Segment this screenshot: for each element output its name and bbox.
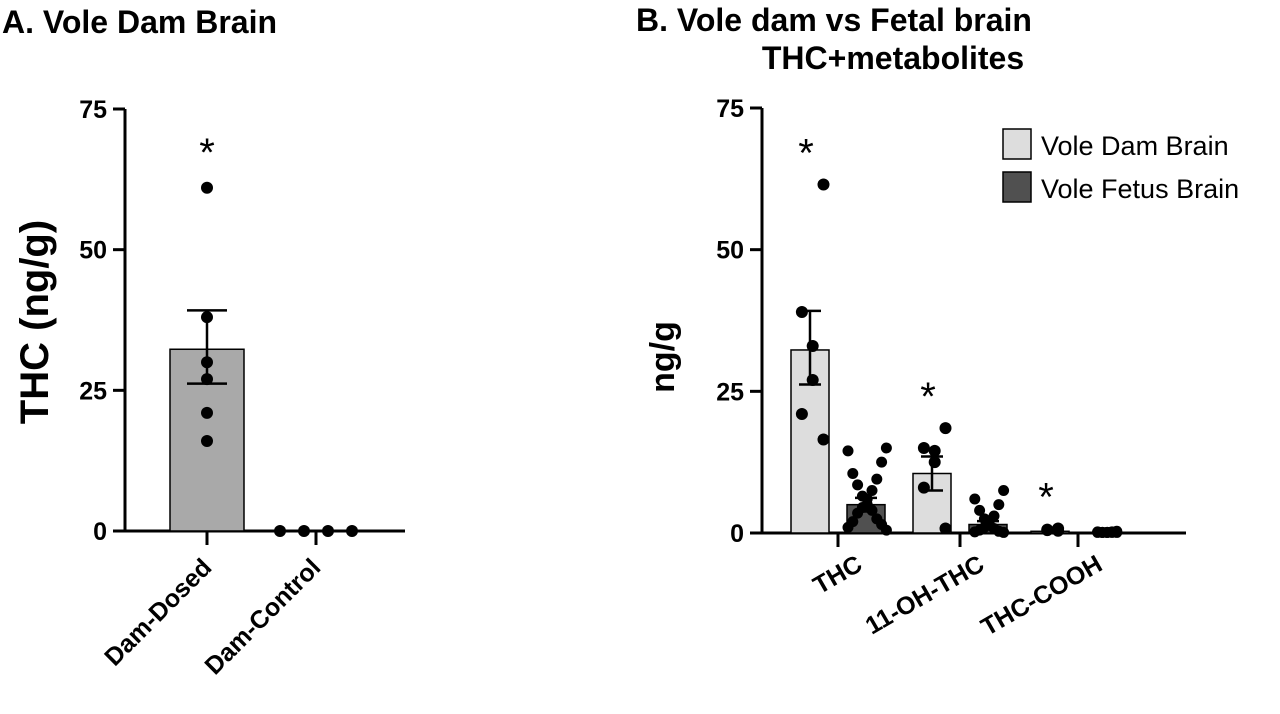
panel-a-title: A. Vole Dam Brain bbox=[2, 4, 277, 40]
panel-b-data-point bbox=[917, 481, 930, 494]
panel-a-data-point bbox=[201, 434, 213, 447]
panel-b-data-point bbox=[871, 473, 883, 485]
panel-b-data-point bbox=[795, 408, 808, 420]
panel-b-data-point bbox=[969, 526, 981, 538]
panel-a-data-point bbox=[201, 373, 213, 386]
panel-b-data-point bbox=[847, 468, 859, 479]
panel-b-significance-star: * bbox=[920, 375, 936, 419]
panel-a-data-point bbox=[201, 406, 213, 419]
legend-swatch bbox=[1002, 171, 1032, 203]
panel-b-y-tick-label: 0 bbox=[730, 520, 744, 548]
panel-b-category-label: 11-OH-THC bbox=[861, 550, 989, 640]
panel-b-data-point bbox=[1052, 524, 1065, 537]
panel-b-y-tick-label: 50 bbox=[716, 237, 744, 265]
panel-b-y-tick-label: 25 bbox=[716, 378, 744, 406]
panel-b-data-point bbox=[795, 306, 808, 318]
panel-a-data-point bbox=[298, 525, 310, 537]
panel-a-data-point bbox=[274, 525, 286, 537]
panel-b-data-point bbox=[993, 499, 1005, 511]
panel-a-data-point bbox=[201, 181, 213, 194]
panel-b-data-point bbox=[939, 422, 952, 435]
legend-swatch bbox=[1002, 128, 1032, 160]
panel-b-y-axis-label: ng/g bbox=[644, 321, 682, 393]
panel-a-data-point bbox=[322, 525, 334, 537]
panel-a-data-point bbox=[201, 356, 213, 369]
panel-b-data-point bbox=[1111, 526, 1123, 538]
panel-b-data-point bbox=[817, 178, 830, 191]
panel-a-y-tick-label: 0 bbox=[93, 518, 107, 546]
panel-b-title: B. Vole dam vs Fetal brain bbox=[636, 2, 1032, 38]
panel-b-data-point bbox=[998, 485, 1010, 496]
panel-b-y-tick-label: 75 bbox=[716, 95, 744, 123]
panel-b-data-point bbox=[842, 445, 854, 457]
panel-b-category-label: THC-COOH bbox=[976, 550, 1107, 642]
panel-b-data-point bbox=[806, 340, 819, 352]
panel-a-y-tick-label: 75 bbox=[79, 96, 107, 124]
panel-b-data-point bbox=[928, 444, 941, 457]
panel-b-data-point bbox=[1092, 526, 1104, 538]
legend-label: Vole Fetus Brain bbox=[1041, 174, 1239, 204]
panel-b-data-point bbox=[852, 479, 864, 491]
legend-label: Vole Dam Brain bbox=[1041, 131, 1229, 161]
panel-b-data-point bbox=[817, 433, 830, 446]
panel-a-y-axis-label: THC (ng/g) bbox=[13, 220, 57, 424]
panel-a-category-label: Dam-Control bbox=[199, 553, 326, 680]
panel-b-data-point bbox=[974, 504, 986, 516]
panel-b-category-label: THC bbox=[808, 550, 867, 600]
panel-a-data-point bbox=[346, 525, 358, 537]
panel-a-plot: 0 25 50 75 THC (ng/g) Dam-Dosed * Dam-Control bbox=[13, 96, 405, 680]
panel-b-data-point bbox=[852, 507, 864, 519]
panel-b-data-point bbox=[880, 442, 892, 454]
panel-b-subtitle: THC+metabolites bbox=[762, 40, 1024, 76]
panel-b-data-point bbox=[969, 493, 981, 505]
panel-b-data-point bbox=[880, 524, 892, 536]
panel-a-category-label: Dam-Dosed bbox=[99, 553, 217, 671]
panel-a-y-tick-label: 25 bbox=[79, 377, 107, 405]
panel-b-significance-star: * bbox=[1038, 475, 1054, 519]
panel-b-data-point bbox=[866, 504, 878, 516]
panel-a-significance-star: * bbox=[199, 131, 215, 175]
panel-b-data-point bbox=[806, 374, 819, 386]
panel-b-data-point bbox=[928, 456, 941, 469]
panel-b-data-point bbox=[1041, 524, 1054, 537]
panel-b-data-point bbox=[917, 442, 930, 454]
panel-b-data-point bbox=[876, 456, 888, 468]
panel-a-data-point bbox=[201, 311, 213, 324]
panel-a-y-tick-label: 50 bbox=[79, 237, 107, 265]
panel-b-plot: 0 25 50 75 ng/g THC * 11-OH-THC * THC-COOH * Vole D… bbox=[644, 95, 1239, 642]
panel-b-data-point bbox=[842, 521, 854, 533]
panel-b-data-point bbox=[998, 526, 1010, 538]
panel-b-data-point bbox=[866, 485, 878, 496]
panel-b-significance-star: * bbox=[798, 132, 814, 176]
panel-b-data-point bbox=[939, 522, 952, 535]
